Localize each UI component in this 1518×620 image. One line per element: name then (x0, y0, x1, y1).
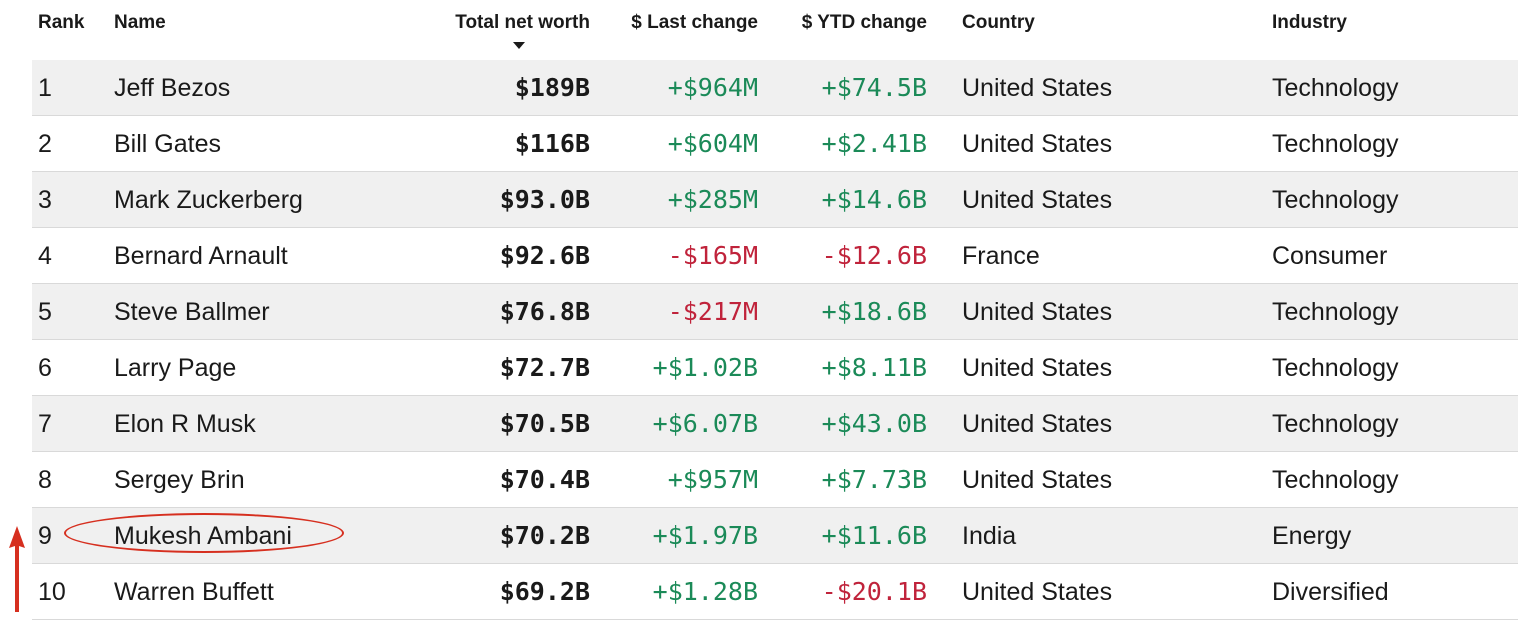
name-cell: Elon R Musk (114, 410, 256, 438)
industry-cell: Diversified (1272, 578, 1389, 606)
country-cell: France (962, 242, 1040, 270)
country-cell: United States (962, 578, 1113, 606)
rank-cell: 2 (38, 130, 52, 158)
last-change-cell: +$1.97B (652, 521, 758, 550)
ytd-change-cell: -$12.6B (821, 241, 927, 270)
industry-cell: Technology (1272, 74, 1399, 102)
net-worth-cell: $69.2B (499, 577, 590, 606)
net-worth-cell: $116B (514, 129, 590, 158)
rank-cell: 10 (38, 578, 66, 606)
ytd-change-cell: +$2.41B (821, 129, 927, 158)
rank-cell: 5 (38, 298, 52, 326)
ytd-change-cell: +$8.11B (821, 353, 927, 382)
country-cell: United States (962, 74, 1113, 102)
ytd-change-cell: -$20.1B (821, 577, 927, 606)
ytd-change-cell: +$74.5B (821, 73, 927, 102)
ytd-change-cell: +$7.73B (821, 465, 927, 494)
industry-cell: Technology (1272, 186, 1399, 214)
table-row[interactable]: 3 Mark Zuckerberg $93.0B +$285M +$14.6B Unite… (32, 172, 1518, 228)
industry-cell: Technology (1272, 354, 1399, 382)
industry-cell: Technology (1272, 410, 1399, 438)
header-rank[interactable]: Rank (38, 12, 85, 33)
last-change-cell: +$964M (667, 73, 758, 102)
billionaires-table: Rank Name Total net worth $ Last change … (32, 0, 1518, 620)
rank-cell: 7 (38, 410, 52, 438)
net-worth-cell: $76.8B (499, 297, 590, 326)
net-worth-cell: $70.2B (499, 521, 590, 550)
rank-cell: 1 (38, 74, 52, 102)
ytd-change-cell: +$11.6B (821, 521, 927, 550)
last-change-cell: +$6.07B (652, 409, 758, 438)
table-row[interactable]: 7 Elon R Musk $70.5B +$6.07B +$43.0B United S… (32, 396, 1518, 452)
highlight-ellipse (64, 513, 344, 553)
header-last-change[interactable]: $ Last change (631, 12, 758, 33)
last-change-cell: +$1.28B (652, 577, 758, 606)
net-worth-cell: $189B (514, 73, 590, 102)
ytd-change-cell: +$43.0B (821, 409, 927, 438)
table-row[interactable]: 5 Steve Ballmer $76.8B -$217M +$18.6B United … (32, 284, 1518, 340)
last-change-cell: +$957M (667, 465, 758, 494)
net-worth-cell: $93.0B (499, 185, 590, 214)
name-cell: Sergey Brin (114, 466, 245, 494)
industry-cell: Energy (1272, 522, 1352, 550)
country-cell: United States (962, 130, 1113, 158)
country-cell: India (962, 522, 1017, 550)
table-row[interactable]: 10 Warren Buffett $69.2B +$1.28B -$20.1B Unit… (32, 564, 1518, 620)
table-row[interactable]: 1 Jeff Bezos $189B +$964M +$74.5B United Stat… (32, 60, 1518, 116)
country-cell: United States (962, 186, 1113, 214)
header-total-net-worth[interactable]: Total net worth (455, 12, 590, 33)
name-cell: Bernard Arnault (114, 242, 288, 270)
header-industry[interactable]: Industry (1272, 12, 1347, 33)
last-change-cell: -$165M (667, 241, 758, 270)
rank-cell: 4 (38, 242, 52, 270)
table-body: 1 Jeff Bezos $189B +$964M +$74.5B United Stat… (32, 60, 1518, 620)
last-change-cell: +$285M (667, 185, 758, 214)
rank-cell: 9 (38, 522, 52, 550)
name-cell: Larry Page (114, 354, 237, 382)
header-country[interactable]: Country (962, 12, 1035, 33)
header-name[interactable]: Name (114, 12, 166, 33)
name-cell: Mark Zuckerberg (114, 186, 303, 214)
country-cell: United States (962, 466, 1113, 494)
net-worth-cell: $70.5B (499, 409, 590, 438)
name-cell: Steve Ballmer (114, 298, 270, 326)
net-worth-cell: $92.6B (499, 241, 590, 270)
ytd-change-cell: +$18.6B (821, 297, 927, 326)
last-change-cell: -$217M (667, 297, 758, 326)
last-change-cell: +$1.02B (652, 353, 758, 382)
country-cell: United States (962, 410, 1113, 438)
industry-cell: Technology (1272, 298, 1399, 326)
table-row[interactable]: 2 Bill Gates $116B +$604M +$2.41B United Stat… (32, 116, 1518, 172)
rank-cell: 3 (38, 186, 52, 214)
country-cell: United States (962, 298, 1113, 326)
red-up-arrow-icon (9, 526, 25, 612)
header-ytd-change[interactable]: $ YTD change (801, 12, 927, 33)
net-worth-cell: $70.4B (499, 465, 590, 494)
rank-cell: 8 (38, 466, 52, 494)
table-row[interactable]: 6 Larry Page $72.7B +$1.02B +$8.11B United St… (32, 340, 1518, 396)
country-cell: United States (962, 354, 1113, 382)
industry-cell: Technology (1272, 130, 1399, 158)
name-cell: Jeff Bezos (114, 74, 231, 102)
net-worth-cell: $72.7B (499, 353, 590, 382)
table-row[interactable]: 8 Sergey Brin $70.4B +$957M +$7.73B United St… (32, 452, 1518, 508)
name-cell: Warren Buffett (114, 578, 274, 606)
table-header: Rank Name Total net worth $ Last change … (32, 0, 1518, 60)
industry-cell: Consumer (1272, 242, 1388, 270)
last-change-cell: +$604M (667, 129, 758, 158)
rank-cell: 6 (38, 354, 52, 382)
ytd-change-cell: +$14.6B (821, 185, 927, 214)
industry-cell: Technology (1272, 466, 1399, 494)
name-cell: Bill Gates (114, 130, 221, 158)
table-row[interactable]: 4 Bernard Arnault $92.6B -$165M -$12.6B Franc… (32, 228, 1518, 284)
sort-descending-icon[interactable] (513, 42, 525, 49)
